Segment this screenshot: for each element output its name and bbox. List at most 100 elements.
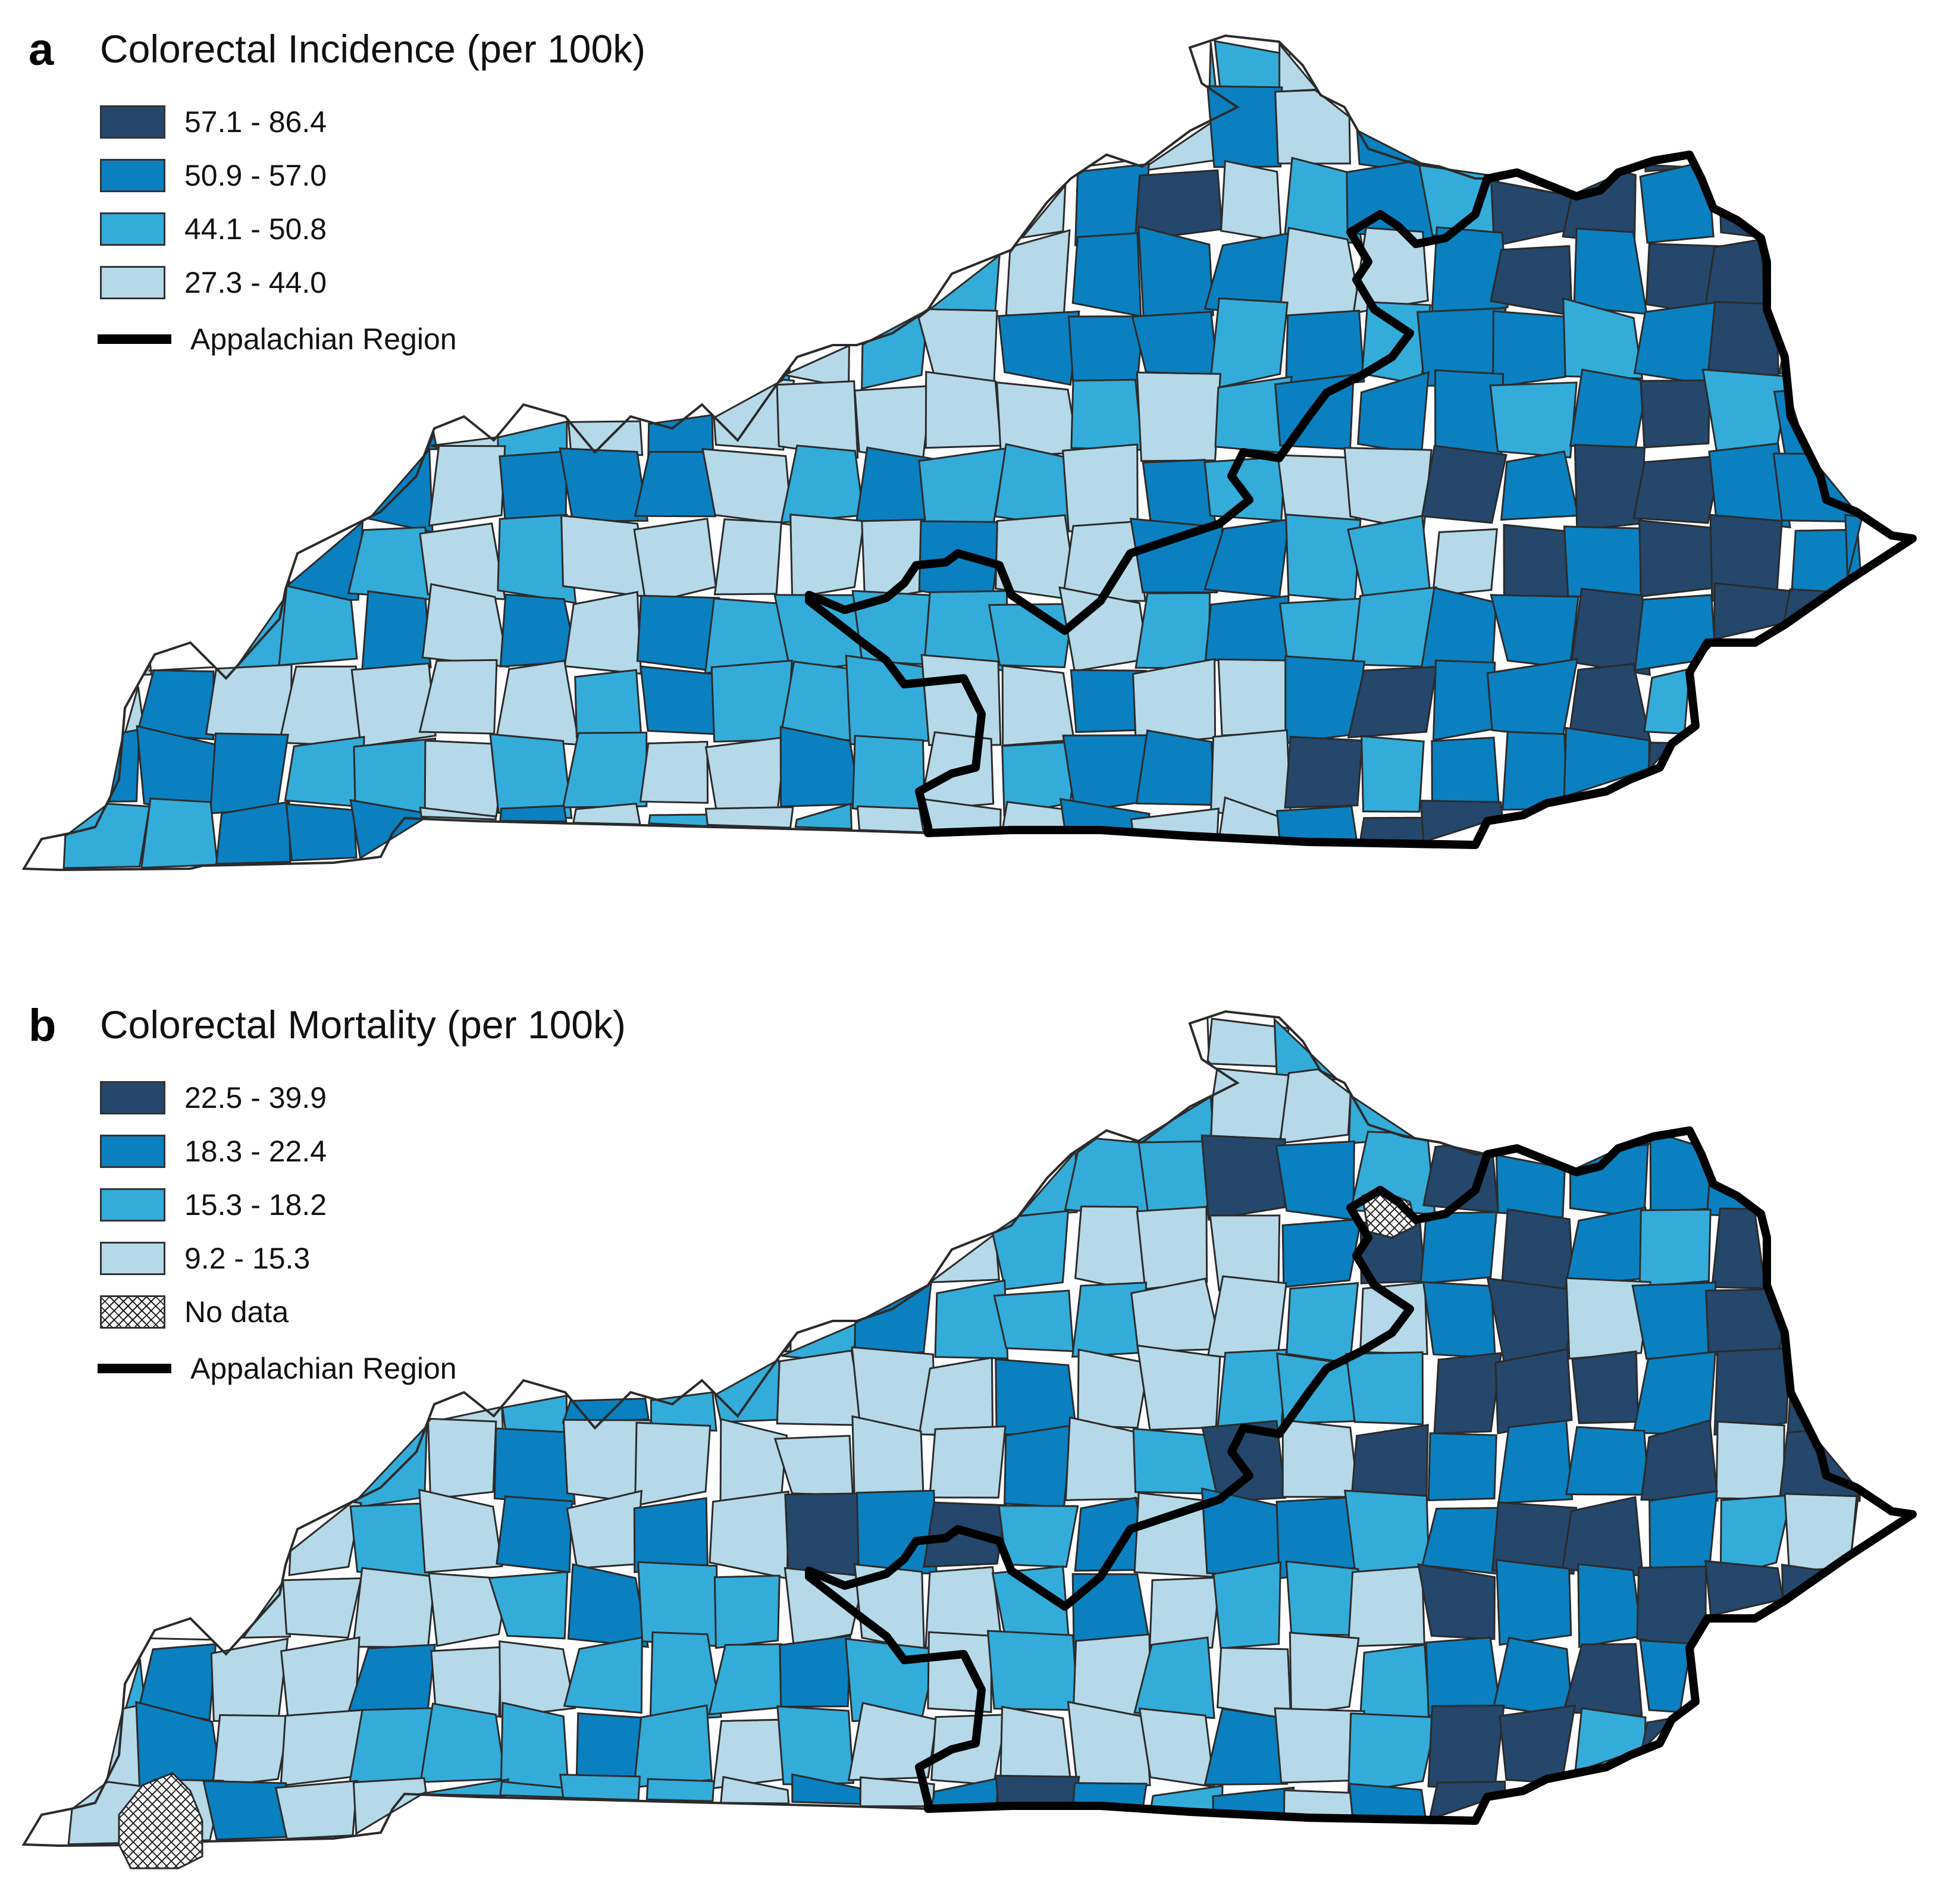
county xyxy=(1348,1783,1427,1821)
county xyxy=(851,734,926,819)
county xyxy=(1425,1636,1502,1717)
county xyxy=(1357,371,1430,455)
county xyxy=(1499,1704,1576,1783)
county xyxy=(1421,1507,1502,1576)
county xyxy=(430,1646,503,1718)
county xyxy=(645,1778,715,1802)
legend-swatch-dark xyxy=(100,1135,165,1168)
county xyxy=(784,1492,863,1580)
legend-label: Appalachian Region xyxy=(190,322,457,356)
county xyxy=(1632,455,1723,524)
county xyxy=(560,514,652,599)
county xyxy=(1562,297,1644,380)
county xyxy=(1281,1418,1359,1498)
county xyxy=(1350,1424,1429,1502)
county xyxy=(1067,315,1145,387)
panel-letter: b xyxy=(29,1000,57,1051)
county xyxy=(1274,89,1351,165)
county xyxy=(1203,1708,1289,1786)
county xyxy=(1574,1707,1647,1774)
county xyxy=(1431,528,1499,597)
county xyxy=(1573,227,1648,315)
county xyxy=(1719,1494,1793,1579)
county xyxy=(1278,42,1319,93)
county xyxy=(1064,1416,1144,1501)
legend-boundary-line xyxy=(98,334,171,344)
mortality-panel: b Colorectal Mortality (per 100k) 22.5 -… xyxy=(0,976,1937,1904)
legend-item: 27.3 - 44.0 xyxy=(100,256,457,309)
county xyxy=(1492,310,1569,389)
county xyxy=(1430,226,1509,318)
county xyxy=(634,1421,712,1507)
county xyxy=(998,1505,1079,1568)
legend-item: 50.9 - 57.0 xyxy=(100,149,457,202)
county xyxy=(1497,1419,1574,1504)
county xyxy=(704,736,787,819)
county xyxy=(1420,587,1497,670)
county xyxy=(1563,726,1650,798)
county xyxy=(1149,1576,1221,1650)
county xyxy=(918,1357,994,1438)
county xyxy=(1091,160,1126,167)
county xyxy=(847,1702,938,1781)
county xyxy=(574,669,642,738)
county xyxy=(861,308,929,390)
county xyxy=(566,1489,643,1570)
county xyxy=(1431,737,1500,812)
county xyxy=(922,253,1001,315)
county xyxy=(496,1495,573,1573)
county xyxy=(1130,1277,1223,1353)
legend-swatch-darkest xyxy=(100,105,165,139)
county xyxy=(1486,657,1579,739)
county xyxy=(285,803,358,862)
legend-label: 50.9 - 57.0 xyxy=(184,159,327,192)
county xyxy=(1649,1134,1715,1214)
county xyxy=(713,518,783,596)
county xyxy=(1285,513,1362,602)
county xyxy=(776,380,859,459)
legend: 57.1 - 86.4 50.9 - 57.0 44.1 - 50.8 27.3… xyxy=(98,95,457,369)
county xyxy=(137,1643,217,1721)
legend-swatch-darkest xyxy=(100,1081,165,1114)
county xyxy=(633,1497,709,1574)
county xyxy=(639,741,709,804)
county xyxy=(1703,238,1766,312)
county xyxy=(704,806,794,829)
county xyxy=(1137,225,1214,318)
county xyxy=(920,654,1002,746)
county xyxy=(497,513,577,605)
county xyxy=(1001,665,1075,747)
county xyxy=(1020,182,1067,239)
county xyxy=(1345,1351,1424,1426)
county xyxy=(1417,1563,1496,1640)
county xyxy=(709,1490,789,1580)
county xyxy=(1428,1780,1506,1821)
county xyxy=(282,1577,362,1639)
legend-label: 22.5 - 39.9 xyxy=(184,1081,327,1114)
county xyxy=(1138,1707,1215,1788)
legend-item: 15.3 - 18.2 xyxy=(100,1178,457,1232)
county xyxy=(1135,729,1216,806)
county xyxy=(1500,450,1579,521)
county xyxy=(1571,587,1651,676)
county xyxy=(649,1631,722,1723)
legend-label: 44.1 - 50.8 xyxy=(184,212,327,246)
legend-label: 57.1 - 86.4 xyxy=(184,105,327,139)
county xyxy=(1562,1643,1643,1717)
county xyxy=(1136,371,1221,462)
county xyxy=(779,1634,851,1708)
county xyxy=(361,590,432,672)
county xyxy=(202,1780,289,1841)
county xyxy=(1071,232,1142,318)
legend-label: No data xyxy=(184,1295,289,1329)
county xyxy=(713,1574,781,1649)
county xyxy=(1711,1207,1767,1289)
county xyxy=(1495,1559,1572,1646)
county xyxy=(720,1775,790,1805)
county xyxy=(419,806,497,821)
county xyxy=(1209,729,1292,818)
county xyxy=(1491,1501,1578,1575)
county xyxy=(1144,120,1217,171)
county xyxy=(419,1702,507,1783)
incidence-panel: a Colorectal Incidence (per 100k) 57.1 -… xyxy=(0,0,1937,928)
